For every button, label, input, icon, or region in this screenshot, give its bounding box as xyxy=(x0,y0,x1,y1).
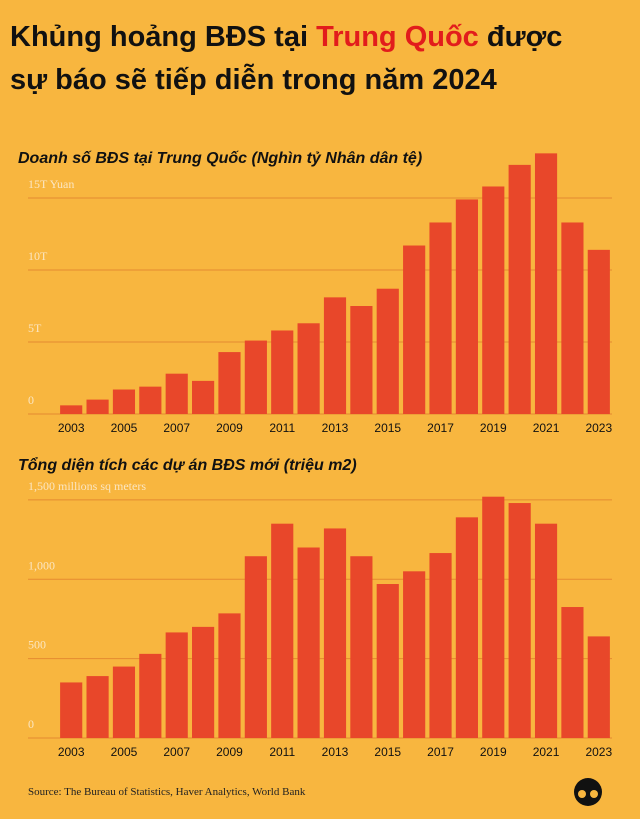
bar xyxy=(587,636,610,738)
x-tick-label: 2019 xyxy=(480,745,507,759)
title-line1: Khủng hoảng BĐS tại Trung Quốc được xyxy=(10,21,562,53)
bar xyxy=(455,199,478,414)
bar xyxy=(139,653,162,738)
logo xyxy=(574,778,602,806)
x-tick-label: 2017 xyxy=(427,421,454,435)
x-tick-label: 2011 xyxy=(269,745,295,759)
bar xyxy=(165,373,188,414)
bar xyxy=(508,164,531,414)
bar xyxy=(218,613,241,738)
bar xyxy=(561,607,584,738)
bar xyxy=(60,682,83,738)
y-tick-label: 1,500 millions sq meters xyxy=(28,479,146,493)
x-tick-label: 2009 xyxy=(216,421,243,435)
bar xyxy=(508,503,531,738)
bar xyxy=(534,523,558,738)
bar xyxy=(534,153,558,415)
x-tick-label: 2003 xyxy=(58,745,85,759)
chart-title: Doanh số BĐS tại Trung Quốc (Nghìn tỷ Nh… xyxy=(18,150,422,167)
bar xyxy=(429,222,452,414)
bar xyxy=(218,352,241,414)
bar xyxy=(376,288,399,414)
bar xyxy=(86,676,109,738)
y-tick-label: 500 xyxy=(28,638,46,652)
x-tick-label: 2023 xyxy=(585,421,612,435)
bar xyxy=(139,386,162,414)
bar xyxy=(482,186,505,414)
bar xyxy=(244,340,267,414)
y-tick-label: 10T xyxy=(28,249,48,263)
bar xyxy=(297,323,320,414)
y-tick-label: 1,000 xyxy=(28,558,55,572)
x-tick-label: 2015 xyxy=(374,421,401,435)
bar xyxy=(271,330,294,414)
x-tick-label: 2023 xyxy=(585,745,612,759)
x-tick-label: 2003 xyxy=(58,421,85,435)
bar xyxy=(376,584,399,738)
x-tick-label: 2017 xyxy=(427,745,454,759)
x-tick-label: 2013 xyxy=(322,745,349,759)
x-tick-label: 2019 xyxy=(480,421,507,435)
bar xyxy=(561,222,584,414)
x-tick-label: 2011 xyxy=(269,421,295,435)
bar xyxy=(350,306,373,414)
title-part: Khủng hoảng BĐS tại xyxy=(10,21,316,53)
x-tick-label: 2009 xyxy=(216,745,243,759)
bar xyxy=(403,571,426,738)
x-tick-label: 2005 xyxy=(111,745,138,759)
y-tick-label: 0 xyxy=(28,717,34,731)
x-tick-label: 2015 xyxy=(374,745,401,759)
bar xyxy=(323,528,347,738)
y-tick-label: 5T xyxy=(28,321,42,335)
bar xyxy=(192,380,215,414)
x-tick-label: 2021 xyxy=(533,745,560,759)
x-tick-label: 2013 xyxy=(322,421,349,435)
bar xyxy=(271,523,294,738)
bar xyxy=(192,626,215,738)
bar xyxy=(60,405,83,414)
chart-title: Tổng diện tích các dự án BĐS mới (triệu … xyxy=(18,456,357,474)
bar xyxy=(86,399,109,414)
title-line2: sự báo sẽ tiếp diễn trong năm 2024 xyxy=(10,62,497,96)
bar xyxy=(297,547,320,738)
x-tick-label: 2007 xyxy=(163,745,190,759)
x-tick-label: 2005 xyxy=(111,421,138,435)
bar xyxy=(350,556,373,738)
x-tick-label: 2021 xyxy=(533,421,560,435)
bar xyxy=(482,496,505,738)
bar xyxy=(244,556,267,738)
bar xyxy=(429,553,452,738)
bar xyxy=(587,249,610,414)
y-tick-label: 0 xyxy=(28,393,34,407)
y-tick-label: 15T Yuan xyxy=(28,177,74,191)
bar xyxy=(112,389,136,414)
title-highlight: Trung Quốc xyxy=(316,21,479,53)
source: Source: The Bureau of Statistics, Haver … xyxy=(28,786,306,798)
bar xyxy=(403,245,426,414)
bar xyxy=(323,297,347,414)
title-part: được xyxy=(479,21,563,53)
bar xyxy=(165,632,188,738)
bar xyxy=(112,666,136,738)
bar xyxy=(455,517,478,738)
x-tick-label: 2007 xyxy=(163,421,190,435)
